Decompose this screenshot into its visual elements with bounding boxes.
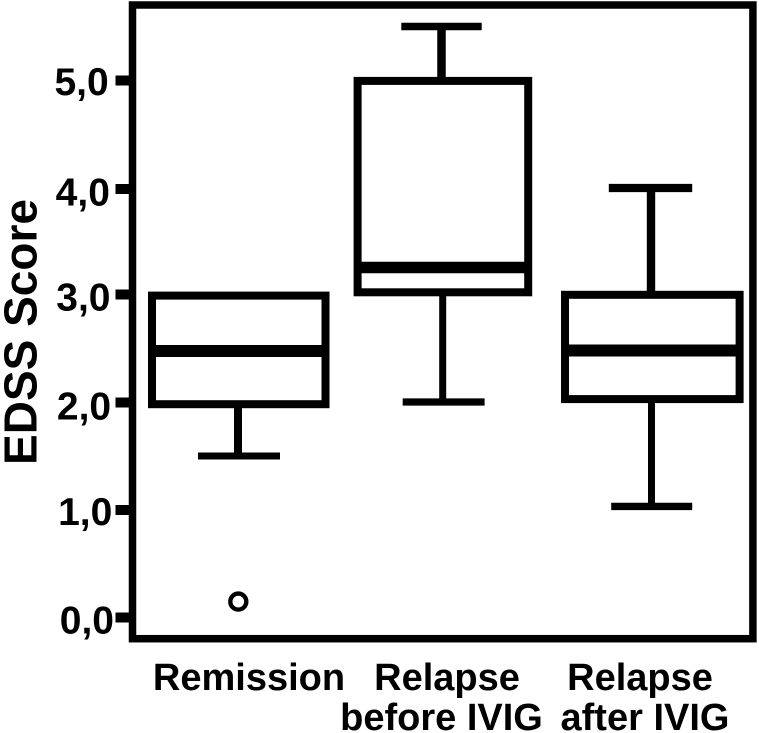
- svg-text:4,0: 4,0: [56, 172, 110, 215]
- svg-text:1,0: 1,0: [58, 491, 112, 534]
- svg-text:2,0: 2,0: [57, 386, 111, 429]
- svg-text:0,0: 0,0: [60, 600, 114, 643]
- svg-text:Relapse: Relapse: [374, 657, 520, 699]
- svg-text:before IVIG: before IVIG: [340, 697, 543, 733]
- svg-text:3,0: 3,0: [56, 277, 110, 320]
- svg-text:5,0: 5,0: [54, 61, 108, 104]
- svg-text:after IVIG: after IVIG: [561, 697, 730, 733]
- svg-text:EDSS Score: EDSS Score: [0, 199, 47, 465]
- svg-text:Relapse: Relapse: [567, 657, 713, 699]
- svg-text:Remission: Remission: [153, 657, 345, 699]
